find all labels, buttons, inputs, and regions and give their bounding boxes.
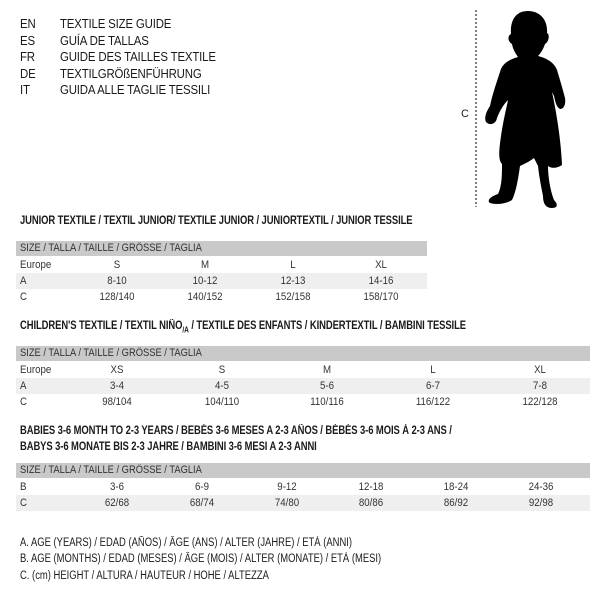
table-cell: 74/80 — [274, 497, 300, 509]
table-cell: 98/104 — [102, 396, 132, 408]
table-cell: 7-8 — [533, 380, 547, 392]
table-cell: 3-4 — [110, 380, 124, 392]
table-cell: 9-12 — [277, 481, 297, 493]
language-code: IT — [20, 82, 30, 97]
babies-section-title-line1: BABIES 3-6 MONTH TO 2-3 YEARS / BEBÉS 3-… — [20, 425, 452, 437]
table-row: C 98/104 104/110 110/116 116/122 122/128 — [16, 394, 590, 410]
table-cell: 122/128 — [522, 396, 558, 408]
row-label: B — [20, 481, 27, 493]
size-header-label: SIZE / TALLA / TAILLE / GRÖSSE / TAGLIA — [20, 242, 202, 254]
babies-section-title-line2: BABYS 3-6 MONATE BIS 2-3 JAHRE / BAMBINI… — [20, 441, 317, 453]
table-cell: 80/86 — [358, 497, 384, 509]
table-cell: 6-9 — [195, 481, 209, 493]
row-label: Europe — [20, 364, 52, 376]
language-title: GUIDE DES TAILLES TEXTILE — [60, 49, 216, 64]
table-cell: 12-13 — [280, 275, 306, 287]
row-label: A — [20, 275, 27, 287]
table-row: C 128/140 140/152 152/158 158/170 — [16, 289, 427, 305]
table-cell: 10-12 — [192, 275, 218, 287]
table-row: Europe XS S M L XL — [16, 362, 590, 378]
row-label: A — [20, 380, 27, 392]
table-cell: M — [322, 364, 332, 376]
table-cell: 92/98 — [528, 497, 554, 509]
table-cell: 24-36 — [528, 481, 554, 493]
table-cell: XL — [375, 259, 387, 271]
table-cell: L — [290, 259, 296, 271]
size-header-label: SIZE / TALLA / TAILLE / GRÖSSE / TAGLIA — [20, 347, 202, 359]
size-header-label: SIZE / TALLA / TAILLE / GRÖSSE / TAGLIA — [20, 464, 202, 476]
table-cell: 104/110 — [204, 396, 240, 408]
table-cell: 12-18 — [358, 481, 384, 493]
language-title: TEXTILGRÖßENFÜHRUNG — [60, 65, 202, 81]
table-cell: 86/92 — [443, 497, 469, 509]
table-cell: 4-5 — [215, 380, 229, 392]
table-cell: 8-10 — [107, 275, 127, 287]
legend-b: B. AGE (MONTHS) / EDAD (MESES) / ÂGE (MO… — [20, 553, 382, 565]
language-code: DE — [20, 65, 36, 81]
children-section-title: CHILDREN'S TEXTILE / TEXTIL NIÑO/A / TEX… — [20, 320, 466, 334]
table-cell: L — [430, 364, 436, 376]
table-row: A 8-10 10-12 12-13 14-16 — [16, 273, 427, 289]
table-cell: 5-6 — [320, 380, 334, 392]
table-cell: 14-16 — [368, 275, 394, 287]
table-cell: M — [200, 259, 210, 271]
table-cell: 140/152 — [187, 291, 223, 303]
size-header: SIZE / TALLA / TAILLE / GRÖSSE / TAGLIA — [16, 463, 590, 478]
language-code: FR — [20, 49, 35, 64]
size-header: SIZE / TALLA / TAILLE / GRÖSSE / TAGLIA — [16, 346, 590, 361]
table-cell: 6-7 — [426, 380, 440, 392]
language-title: TEXTILE SIZE GUIDE — [60, 16, 172, 31]
language-code: EN — [20, 16, 36, 31]
table-row: B 3-6 6-9 9-12 12-18 18-24 24-36 — [16, 479, 590, 495]
row-label: C — [20, 497, 27, 509]
legend-a: A. AGE (YEARS) / EDAD (AÑOS) / ÂGE (ANS)… — [20, 537, 353, 549]
table-cell: 158/170 — [363, 291, 399, 303]
title-part: CHILDREN'S TEXTILE / TEXTIL NIÑO — [20, 320, 183, 332]
child-figure: C — [440, 0, 600, 215]
table-row: Europe S M L XL — [16, 257, 427, 273]
row-label: Europe — [20, 259, 52, 271]
table-cell: 68/74 — [189, 497, 215, 509]
table-cell: 152/158 — [275, 291, 311, 303]
size-header: SIZE / TALLA / TAILLE / GRÖSSE / TAGLIA — [16, 241, 427, 256]
table-cell: S — [218, 364, 226, 376]
title-subscript: /A — [182, 325, 189, 335]
table-row: C 62/68 68/74 74/80 80/86 86/92 92/98 — [16, 495, 590, 511]
language-code: ES — [20, 32, 35, 48]
table-cell: S — [113, 259, 121, 271]
table-cell: 110/116 — [310, 396, 344, 408]
table-cell: 18-24 — [443, 481, 469, 493]
title-part: / TEXTILE DES ENFANTS / KINDERTEXTIL / B… — [188, 320, 466, 332]
row-label: C — [20, 291, 27, 303]
table-cell: 62/68 — [104, 497, 130, 509]
table-row: A 3-4 4-5 5-6 6-7 7-8 — [16, 378, 590, 394]
height-measure-label: C — [461, 108, 469, 120]
table-cell: XL — [534, 364, 546, 376]
junior-section-title: JUNIOR TEXTILE / TEXTIL JUNIOR/ TEXTILE … — [20, 215, 413, 227]
row-label: C — [20, 396, 27, 408]
language-title: GUIDA ALLE TAGLIE TESSILI — [60, 82, 211, 97]
language-title: GUÍA DE TALLAS — [60, 32, 149, 48]
legend-c: C. (cm) HEIGHT / ALTURA / HAUTEUR / HÖHE… — [20, 570, 269, 582]
table-cell: XS — [110, 364, 124, 376]
table-cell: 128/140 — [99, 291, 135, 303]
table-cell: 116/122 — [415, 396, 451, 408]
table-cell: 3-6 — [110, 481, 124, 493]
child-silhouette-icon — [475, 10, 566, 208]
